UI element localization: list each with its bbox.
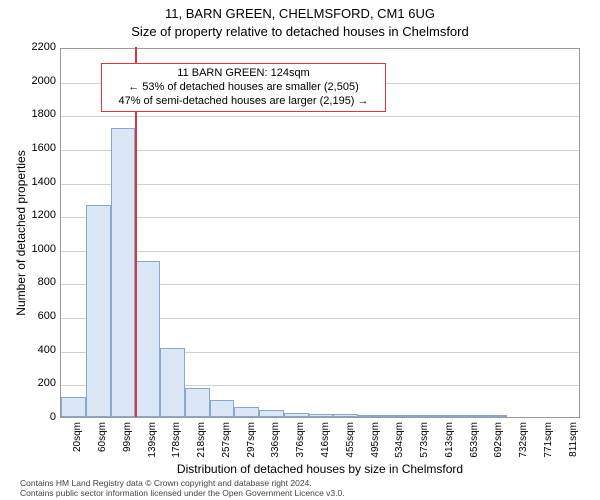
y-tick-label: 400 [16, 344, 56, 356]
y-tick-label: 200 [16, 377, 56, 389]
histogram-bar [284, 413, 309, 417]
histogram-bar [185, 388, 210, 417]
histogram-bar [383, 415, 408, 417]
footer-line-2: Contains public sector information licen… [20, 488, 345, 498]
y-tick-label: 1400 [16, 176, 56, 188]
y-tick-label: 1800 [16, 108, 56, 120]
y-tick-label: 1000 [16, 243, 56, 255]
y-tick-label: 1200 [16, 209, 56, 221]
histogram-bar [111, 128, 136, 417]
chart-title-subtitle: Size of property relative to detached ho… [0, 24, 600, 39]
footer-line-1: Contains HM Land Registry data © Crown c… [20, 478, 345, 488]
y-tick-label: 2000 [16, 75, 56, 87]
y-tick-label: 1600 [16, 142, 56, 154]
annotation-line-1: 11 BARN GREEN: 124sqm [108, 67, 379, 81]
footer-attribution: Contains HM Land Registry data © Crown c… [20, 478, 345, 498]
annotation-box: 11 BARN GREEN: 124sqm ← 53% of detached … [101, 63, 386, 112]
plot-area: 11 BARN GREEN: 124sqm ← 53% of detached … [60, 48, 580, 418]
histogram-bar [160, 348, 185, 417]
histogram-bar [482, 415, 507, 417]
histogram-bar [358, 415, 383, 417]
chart-title-address: 11, BARN GREEN, CHELMSFORD, CM1 6UG [0, 6, 600, 21]
histogram-bar [457, 415, 482, 417]
y-tick-label: 800 [16, 276, 56, 288]
histogram-bar [61, 397, 86, 417]
x-axis-label: Distribution of detached houses by size … [60, 462, 580, 476]
histogram-bar [259, 410, 284, 417]
histogram-bar [408, 415, 433, 417]
annotation-line-2: ← 53% of detached houses are smaller (2,… [108, 81, 379, 95]
gridline [61, 150, 579, 151]
gridline [61, 251, 579, 252]
histogram-bar [309, 414, 334, 417]
y-tick-label: 0 [16, 411, 56, 423]
annotation-line-3: 47% of semi-detached houses are larger (… [108, 95, 379, 109]
histogram-bar [86, 205, 111, 417]
histogram-bar [210, 400, 235, 417]
y-tick-label: 2200 [16, 41, 56, 53]
y-tick-label: 600 [16, 310, 56, 322]
histogram-bar [135, 261, 160, 417]
chart-container: 11, BARN GREEN, CHELMSFORD, CM1 6UG Size… [0, 0, 600, 500]
histogram-bar [333, 414, 358, 417]
histogram-bar [234, 407, 259, 417]
gridline [61, 217, 579, 218]
histogram-bar [432, 415, 457, 417]
gridline [61, 116, 579, 117]
y-axis-label: Number of detached properties [14, 48, 28, 418]
gridline [61, 184, 579, 185]
